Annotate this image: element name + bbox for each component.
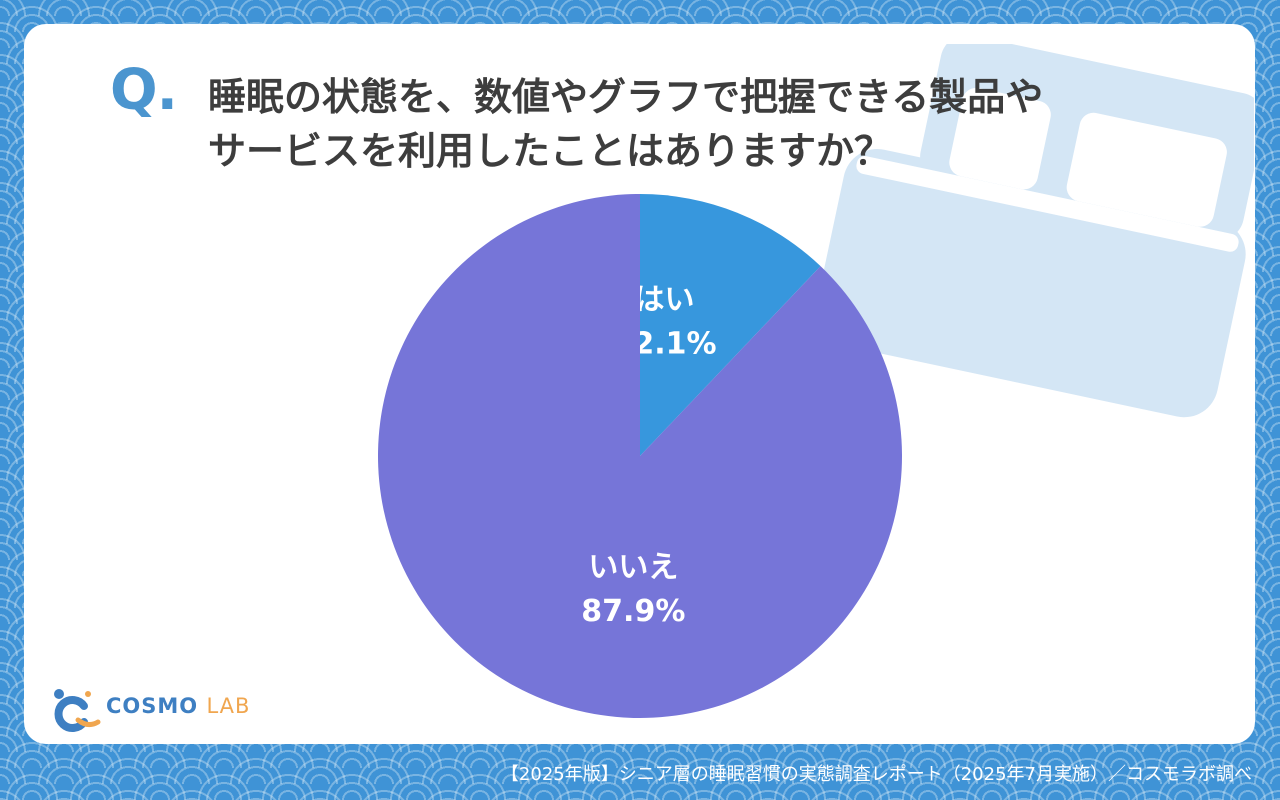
question-line-1: 睡眠の状態を、数値やグラフで把握できる製品や [208,75,1044,119]
slice-value-1: 87.9% [581,594,685,629]
logo-name: COSMO [106,694,199,718]
bed-illustration [824,44,1254,418]
question-line-2: サービスを利用したことはありますか？ [208,129,893,173]
slice-label-0: はい [635,282,695,317]
question-mark-label: Q. [110,58,178,123]
slice-label-1: いいえ [588,550,678,585]
question-title: 睡眠の状態を、数値やグラフで把握できる製品や サービスを利用したことはありますか… [208,70,1208,178]
logo-icon [54,689,101,732]
cosmo-lab-logo: COSMO LAB [48,684,268,734]
logo-wordmark: COSMO LAB [106,694,250,718]
logo-suffix: LAB [206,694,251,718]
content-card: Q. 睡眠の状態を、数値やグラフで把握できる製品や サービスを利用したことはあり… [24,24,1255,744]
pie-slice-1 [378,194,903,719]
source-credit: 【2025年版】シニア層の睡眠習慣の実態調査レポート（2025年7月実施）／コス… [500,764,1252,785]
pie-slice-0 [640,194,821,456]
